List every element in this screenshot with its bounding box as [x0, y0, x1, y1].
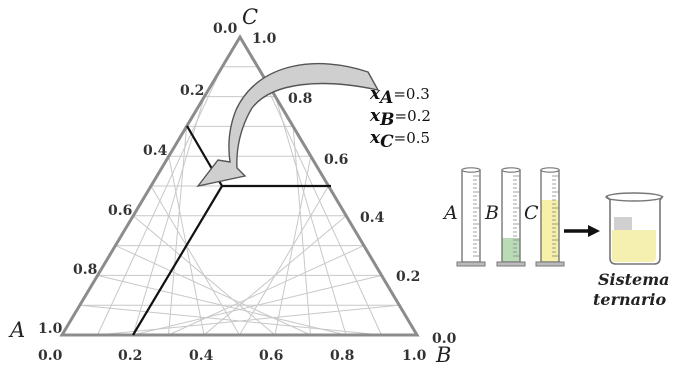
vertex-label-a: A	[8, 318, 25, 342]
tick-bottom-5: 1.0	[402, 348, 427, 364]
composition-xc-value: =0.5	[394, 129, 430, 147]
composition-xb-sub: B	[379, 110, 394, 130]
cylinder-label-b: B	[484, 202, 499, 224]
composition-xb-var: x	[369, 106, 381, 126]
vertex-label-c: C	[242, 5, 258, 29]
grid-line-up	[79, 304, 382, 336]
grid-line-up	[132, 215, 276, 336]
grid-line-down	[239, 185, 329, 336]
vertex-label-b: B	[435, 343, 451, 367]
composition-xa-value: =0.3	[393, 85, 429, 103]
tick-right-0: 1.0	[252, 31, 277, 47]
tick-bottom-2: 0.4	[189, 348, 214, 364]
composition-xa-sub: A	[378, 88, 393, 108]
tick-bottom-3: 0.6	[259, 348, 283, 364]
grid-line-up	[97, 274, 347, 336]
tick-bottom-0: 0.0	[38, 348, 63, 364]
cylinders: A B C	[442, 167, 565, 267]
composition-text: xA=0.3 xB=0.2 xC=0.5	[369, 84, 431, 152]
grid-line-down	[292, 126, 311, 336]
ticks-right: 1.0 0.8 0.6 0.4 0.2 0.0	[252, 31, 457, 347]
tick-right-3: 0.4	[360, 210, 385, 226]
grid-line-up	[115, 245, 311, 336]
cylinder-c	[535, 167, 565, 267]
tick-left-4: 1.0	[38, 321, 63, 337]
cylinder-label-c: C	[524, 202, 539, 224]
grid-line-down	[274, 96, 347, 336]
caption-ternario: ternario	[593, 290, 667, 309]
ticks-left: 0.2 0.4 0.6 0.8 1.0	[38, 83, 204, 337]
tick-left-0: 0.2	[180, 83, 204, 99]
beaker	[605, 192, 664, 265]
composition-xb: xB=0.2	[369, 106, 431, 130]
caption-sistema: Sistema	[598, 270, 670, 289]
tick-right-1: 0.8	[288, 91, 312, 107]
cylinder-label-a: A	[442, 202, 458, 224]
mix-arrow	[564, 225, 600, 237]
pointer-arrow	[196, 62, 380, 188]
tick-right-2: 0.6	[324, 152, 348, 168]
line-to-a-axis	[132, 185, 223, 336]
tick-left-1: 0.4	[143, 143, 168, 159]
grid-line-up	[150, 185, 240, 336]
tick-bottom-1: 0.2	[118, 348, 142, 364]
cylinder-b	[496, 167, 526, 267]
composition-xb-value: =0.2	[395, 107, 431, 125]
tick-right-4: 0.2	[396, 269, 420, 285]
cylinder-a	[456, 167, 486, 267]
ticks-bottom: 0.0 0.2 0.4 0.6 0.8 1.0	[38, 348, 427, 364]
composition-xa-var: x	[369, 84, 381, 104]
composition-xc-sub: C	[380, 132, 394, 152]
composition-xa: xA=0.3	[369, 84, 430, 108]
tick-left-2: 0.6	[108, 203, 132, 219]
tick-top-left: 0.0	[213, 21, 238, 37]
tick-left-3: 0.8	[73, 262, 97, 278]
tick-right-5: 0.0	[432, 331, 457, 347]
grid-line-down	[257, 66, 382, 336]
composition-xc-var: x	[369, 128, 381, 148]
tick-bottom-4: 0.8	[330, 348, 354, 364]
composition-xc: xC=0.5	[369, 128, 430, 152]
